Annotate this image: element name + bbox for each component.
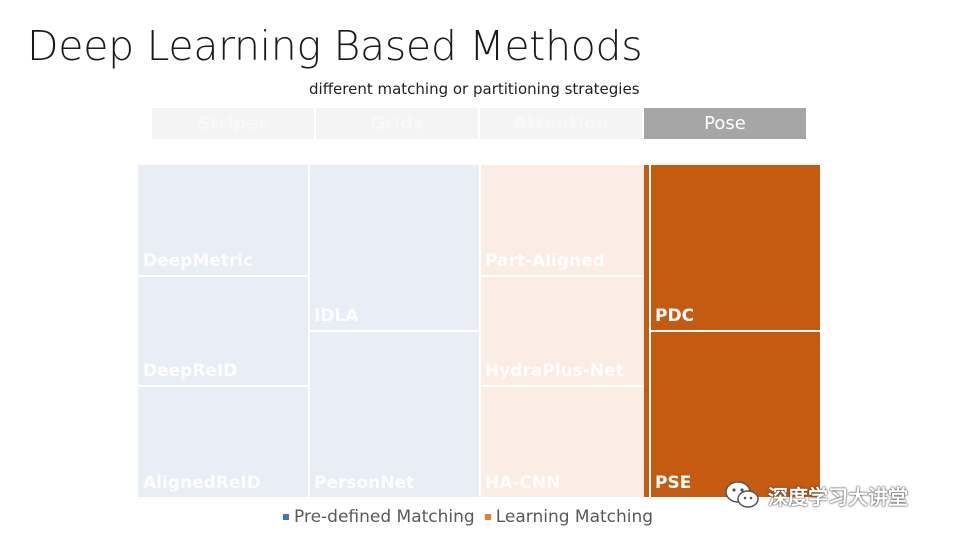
legend: Pre-defined Matching Learning Matching [283,507,653,527]
treemap-label: DeepReID [143,361,238,381]
treemap-cell-personnet: PersonNet [309,332,479,497]
treemap-cell-alignedreid: AlignedReID [138,387,308,497]
treemap-label: PSE [655,473,692,493]
tab-grids[interactable]: Grids [316,108,478,139]
treemap-cell-ha-cnn: HA-CNN [480,387,644,497]
grids-column: IDLA PersonNet [308,165,479,497]
treemap-label: DeepMetric [143,251,254,271]
treemap-cell-deepmetric: DeepMetric [138,165,308,277]
legend-swatch [283,514,289,520]
legend-item-pre-defined: Pre-defined Matching [283,507,475,527]
legend-item-learning: Learning Matching [484,507,654,527]
legend-label: Learning Matching [495,507,654,527]
strategy-tabs: Stripes Grids Attention Pose [152,108,806,139]
legend-label: Pre-defined Matching [294,507,475,527]
attention-column: Part-Aligned HydraPlus-Net HA-CNN [479,165,644,497]
tab-pose[interactable]: Pose [644,108,806,139]
treemap-cell-pdc: PDC [650,165,820,332]
treemap-label: HA-CNN [485,473,561,493]
treemap-cell-idla: IDLA [309,165,479,332]
pose-edge-strip [644,165,649,497]
tab-stripes[interactable]: Stripes [152,108,314,139]
treemap-label: PDC [655,306,695,326]
stripes-column: DeepMetric DeepReID AlignedReID [138,165,308,497]
watermark-text: 深度学习大讲堂 [768,484,908,509]
legend-swatch [484,514,491,520]
treemap-cell-deepreid: DeepReID [138,277,308,387]
tab-attention[interactable]: Attention [480,108,642,139]
wechat-logo-icon [725,481,759,508]
treemap-label: AlignedReID [143,473,261,493]
treemap-cell-part-aligned: Part-Aligned [480,165,644,277]
slide-title: Deep Learning Based Methods [27,22,643,70]
watermark: 深度学习大讲堂 [724,478,908,512]
treemap-label: HydraPlus-Net [485,361,624,381]
treemap-cell-hydraplus-net: HydraPlus-Net [480,277,644,387]
treemap-label: PersonNet [314,473,415,493]
treemap-cell-pse: PSE [650,332,820,497]
treemap-label: Part-Aligned [485,251,605,271]
column-divider [479,165,481,497]
treemap-label: IDLA [314,306,359,326]
pose-column: PDC PSE [649,165,820,497]
slide-subtitle: different matching or partitioning strat… [309,80,640,98]
